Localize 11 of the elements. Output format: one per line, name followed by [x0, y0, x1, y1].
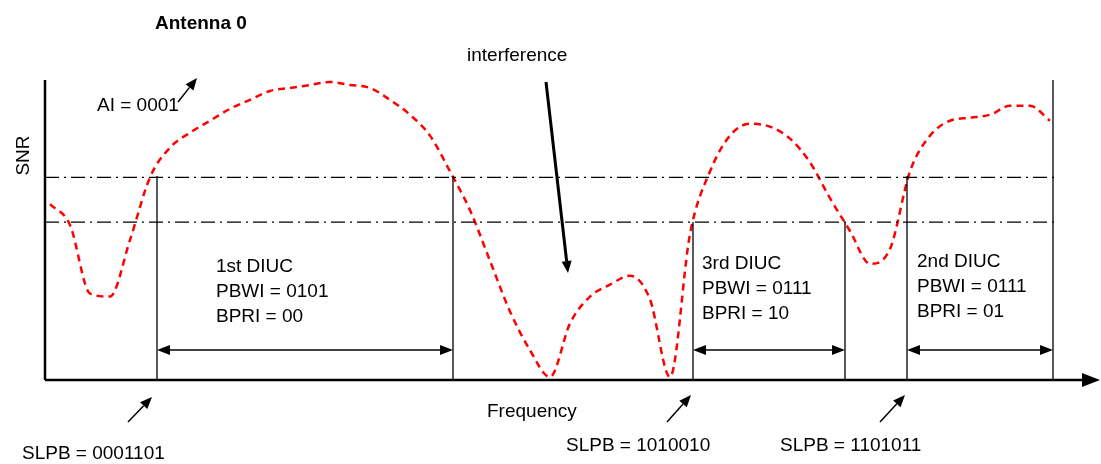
annotation: 1st DIUC PBWI = 0101 BPRI = 00	[216, 254, 329, 328]
text: interference	[467, 43, 568, 67]
annotation: AI = 0001	[97, 93, 179, 117]
annotation: 2nd DIUC PBWI = 0111 BPRI = 01	[917, 249, 1027, 323]
text: SLPB = 1010010	[566, 433, 711, 457]
text: SLPB = 0001101	[22, 441, 165, 464]
text: SLPB = 1101011	[780, 433, 922, 457]
annotation: 3rd DIUC PBWI = 0111 BPRI = 10	[702, 251, 812, 325]
text: Antenna 0	[155, 11, 247, 35]
y-axis-title: SNR	[10, 135, 34, 176]
x-axis-title: Frequency	[487, 399, 577, 423]
